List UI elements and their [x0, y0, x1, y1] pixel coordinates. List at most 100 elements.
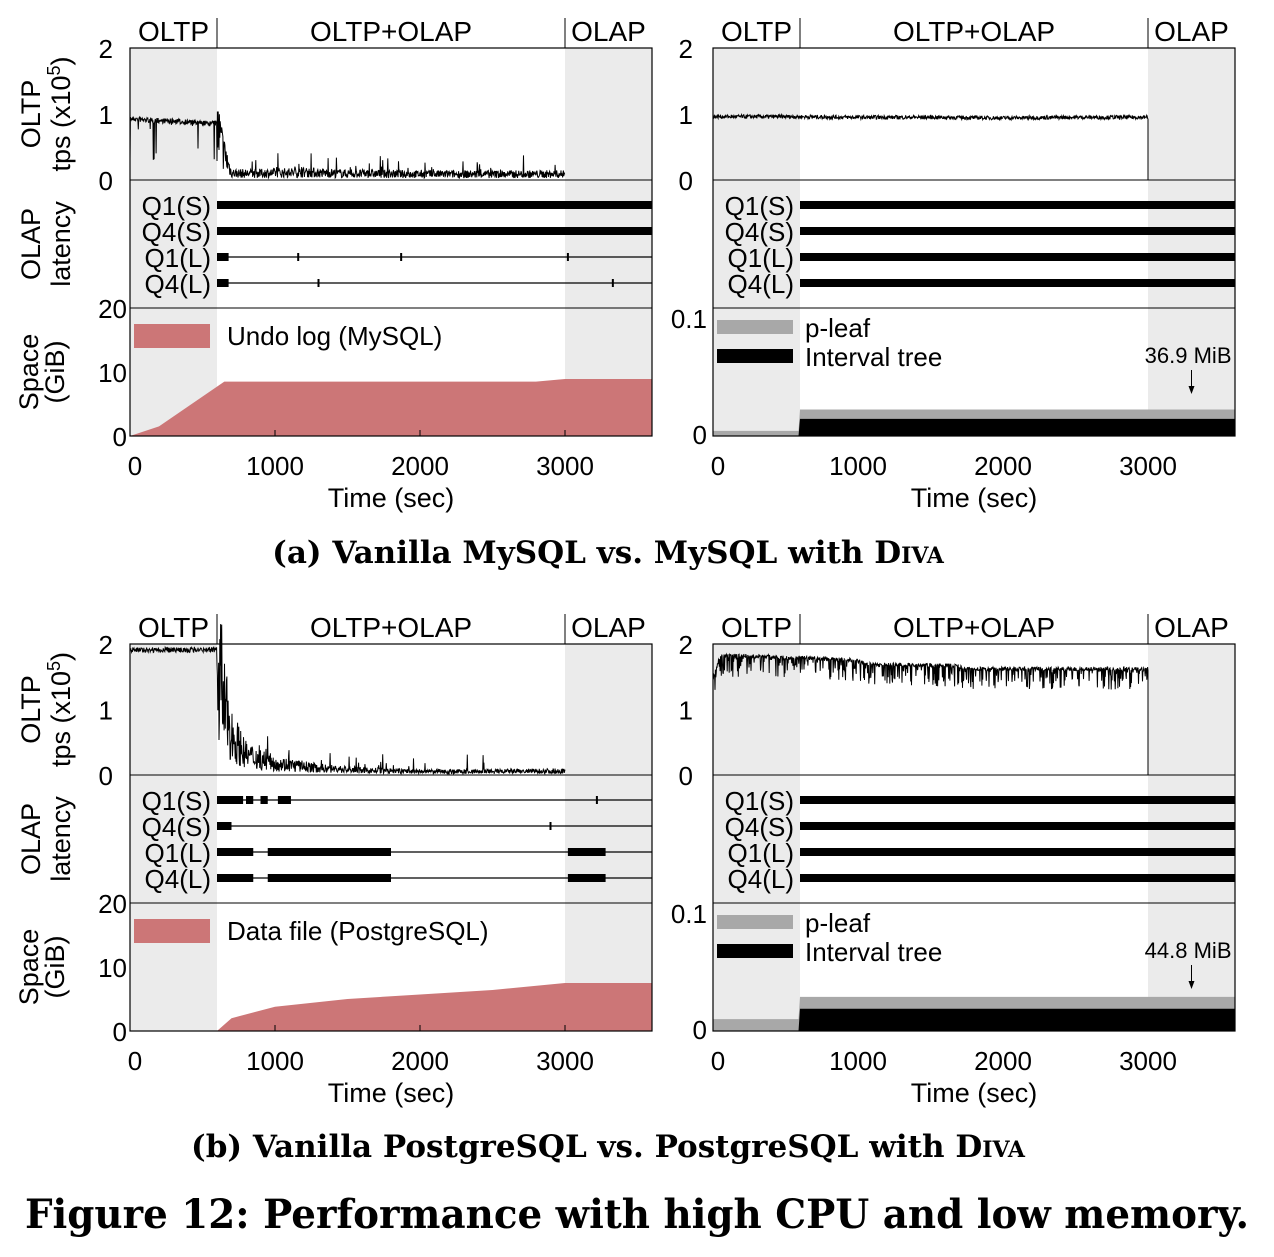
latency-bar — [800, 227, 1235, 235]
latency-segment — [277, 796, 291, 804]
phase-label-olap: OLAP — [1154, 16, 1229, 47]
panel-frame — [129, 643, 653, 1032]
query-label: Q4(S) — [142, 217, 211, 247]
y-label-space-2: (GiB) — [40, 341, 70, 404]
legend-label: Data file (PostgreSQL) — [227, 916, 489, 946]
y-label-tps-exponent: 5 — [44, 65, 64, 75]
phase-label-oltp: OLTP — [138, 612, 209, 643]
y-label-tps-exponent: 5 — [44, 661, 64, 671]
latency-segment — [217, 874, 254, 882]
latency-tick — [611, 279, 614, 287]
x-tick-label: 1000 — [829, 451, 887, 481]
tps-series — [712, 112, 1149, 180]
query-label: Q4(S) — [142, 812, 211, 842]
x-tick-label: 3000 — [536, 451, 594, 481]
legend-swatch-pleaf — [717, 915, 793, 929]
interval-tree-area — [713, 418, 1235, 436]
annotation-arrowhead — [1188, 386, 1195, 394]
x-tick-label: 1000 — [246, 1046, 304, 1076]
panel-b-left: OLTP OLTP+OLAP OLAP210Q1(S)Q4(S)Q1(L)Q4(L)… — [14, 612, 653, 1108]
x-tick-label: 3000 — [1119, 1046, 1177, 1076]
latency-segment — [246, 796, 254, 804]
legend-swatch — [134, 919, 210, 943]
tps-tick-label: 2 — [99, 630, 113, 660]
x-tick-label: 0 — [128, 451, 142, 481]
interval-tree-area — [713, 1008, 1235, 1031]
y-label-space-2: (GiB) — [40, 936, 70, 999]
query-label: Q1(S) — [142, 786, 211, 816]
y-label-space: Space — [14, 334, 44, 411]
x-tick-label: 2000 — [974, 1046, 1032, 1076]
latency-bar — [800, 822, 1235, 830]
space-tick-label: 0.1 — [671, 304, 707, 334]
space-area — [130, 379, 652, 436]
latency-tick — [595, 796, 598, 804]
y-label-latency: OLAP — [16, 803, 46, 875]
y-label-space: Space — [14, 929, 44, 1006]
tps-tick-label: 0 — [679, 761, 693, 791]
panel-b-right: OLTP OLTP+OLAP OLAP 2 1 0 Q1(S)Q4(S)Q1(L)Q4(L)… — [671, 612, 1236, 1108]
query-label: Q1(L) — [728, 243, 794, 273]
panel-a-left: OLTP OLTP+OLAP OLAP210Q1(S)Q4(S)Q1(L)Q4(L)… — [14, 16, 653, 513]
tps-tick-label: 0 — [679, 166, 693, 196]
legend-label-pleaf: p-leaf — [805, 313, 871, 343]
latency-segment — [260, 796, 268, 804]
y-label-tps-close: ) — [46, 652, 76, 661]
phase-label-oltp-olap: OLTP+OLAP — [310, 16, 472, 47]
legend-swatch-pleaf — [717, 320, 793, 334]
latency-segment — [567, 874, 606, 882]
space-tick-label: 0 — [113, 422, 127, 452]
x-tick-label: 2000 — [974, 451, 1032, 481]
tps-tick-label: 2 — [99, 34, 113, 64]
y-label-latency-2: latency — [46, 796, 76, 882]
phase-label-olap: OLAP — [1154, 612, 1229, 643]
latency-segment — [217, 822, 232, 830]
space-tick-label: 0 — [693, 420, 707, 450]
y-label-tps-units: tps (x105) — [44, 652, 76, 767]
phase-shade-oltp — [130, 48, 217, 436]
phase-label-olap: OLAP — [571, 16, 646, 47]
tps-tick-label: 2 — [679, 630, 693, 660]
legend-label-interval: Interval tree — [805, 937, 942, 967]
latency-segment — [267, 874, 391, 882]
query-label: Q4(L) — [728, 269, 794, 299]
space-area — [130, 983, 652, 1031]
caption-a: (a) Vanilla MySQL vs. MySQL with Diva — [272, 535, 945, 571]
legend-swatch-interval — [717, 944, 793, 958]
space-tick-label: 20 — [98, 294, 127, 324]
annotation-label: 36.9 MiB — [1145, 343, 1232, 368]
latency-bar — [800, 796, 1235, 804]
query-label: Q4(L) — [145, 269, 211, 299]
x-axis-label: Time (sec) — [911, 483, 1038, 513]
query-label: Q1(S) — [725, 191, 794, 221]
tps-tick-label: 0 — [99, 761, 113, 791]
latency-bar — [217, 201, 652, 209]
phase-shade-oltp — [713, 48, 800, 436]
latency-segment — [217, 796, 244, 804]
legend-label: Undo log (MySQL) — [227, 321, 442, 351]
y-label-latency: OLAP — [16, 208, 46, 280]
legend-swatch-interval — [717, 349, 793, 363]
latency-tick — [297, 253, 300, 261]
query-label: Q1(S) — [725, 786, 794, 816]
y-label-tps-close: ) — [46, 56, 76, 65]
x-tick-label: 1000 — [246, 451, 304, 481]
y-label-latency-2: latency — [46, 201, 76, 287]
latency-tick — [566, 253, 569, 261]
space-tick-label: 0 — [113, 1017, 127, 1047]
latency-tick — [549, 822, 552, 830]
latency-segment — [217, 279, 229, 287]
tps-tick-label: 1 — [99, 696, 113, 726]
tps-tick-label: 1 — [99, 100, 113, 130]
latency-bar — [217, 227, 652, 235]
space-tick-label: 10 — [98, 953, 127, 983]
annotation-arrowhead — [1188, 981, 1195, 989]
panel-frame — [712, 643, 1236, 1032]
x-axis-label: Time (sec) — [328, 1078, 455, 1108]
query-label: Q4(S) — [725, 812, 794, 842]
tps-tick-label: 2 — [679, 34, 693, 64]
latency-bar — [800, 279, 1235, 287]
phase-label-oltp-olap: OLTP+OLAP — [893, 16, 1055, 47]
query-label: Q1(L) — [145, 243, 211, 273]
